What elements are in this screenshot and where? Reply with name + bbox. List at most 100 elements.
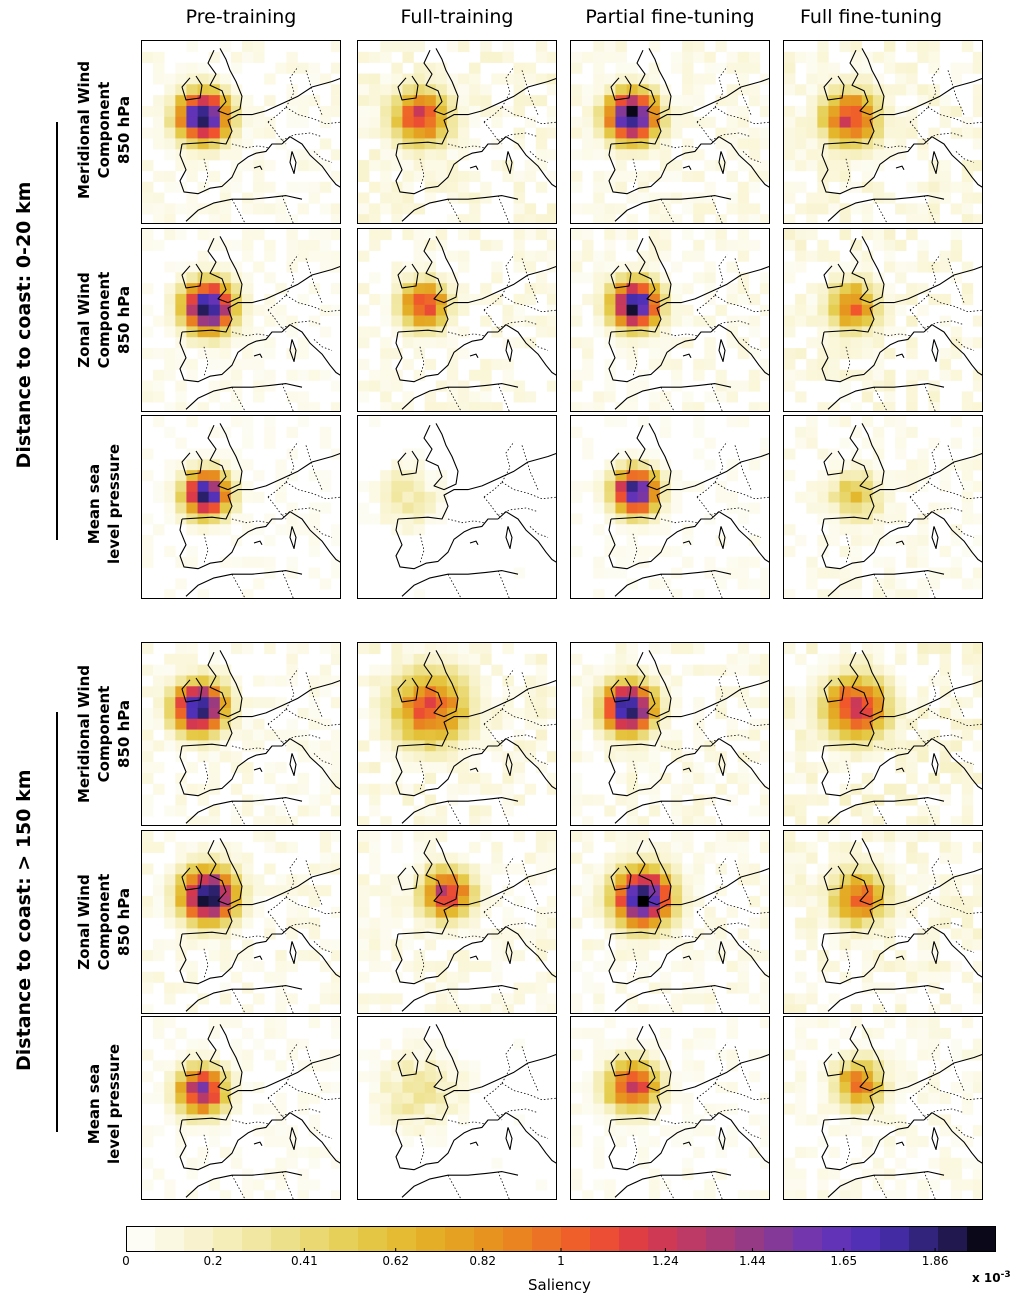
saliency-cell (480, 707, 492, 720)
saliency-cell (828, 480, 840, 493)
saliency-cell (961, 170, 974, 182)
saliency-cell (961, 1103, 974, 1115)
saliency-cell (391, 729, 403, 741)
saliency-cell (637, 480, 650, 493)
saliency-cell (230, 326, 243, 338)
saliency-cell (402, 1136, 414, 1148)
saliency-cell (458, 950, 470, 962)
saliency-cell (571, 740, 583, 752)
coastline (827, 383, 945, 410)
saliency-cell (884, 315, 896, 327)
saliency-cell (546, 783, 556, 795)
saliency-cell (850, 315, 863, 327)
saliency-cell (637, 1092, 650, 1104)
saliency-cell (186, 283, 198, 295)
saliency-cell (208, 762, 221, 774)
saliency-cell (380, 939, 392, 951)
saliency-cell (828, 1081, 840, 1094)
saliency-cell (297, 105, 309, 118)
saliency-cell (253, 740, 265, 752)
saliency-cell (961, 214, 974, 223)
saliency-cell (391, 675, 403, 687)
saliency-cell (850, 1049, 863, 1061)
saliency-cell (682, 874, 694, 886)
saliency-cell (424, 391, 437, 403)
saliency-cell (264, 567, 276, 579)
colorbar-level (474, 1226, 504, 1252)
saliency-cell (380, 229, 392, 241)
saliency-cell (319, 426, 332, 438)
saliency-cell (726, 502, 738, 514)
saliency-cell (242, 426, 254, 438)
saliency-cell (648, 1092, 661, 1104)
saliency-cell (726, 664, 738, 676)
saliency-cell (286, 556, 298, 568)
saliency-cell (319, 1146, 332, 1158)
saliency-cell (164, 885, 176, 897)
saliency-cell (308, 181, 321, 193)
saliency-cell (513, 1114, 525, 1126)
coastline (401, 383, 519, 410)
saliency-cell (872, 874, 885, 886)
saliency-cell (502, 906, 514, 918)
saliency-cell (358, 127, 370, 139)
saliency-cell (884, 480, 896, 493)
coastline (207, 48, 243, 116)
saliency-cell (671, 852, 683, 864)
saliency-cell (928, 95, 940, 107)
saliency-cell (961, 127, 974, 139)
saliency-cell (626, 545, 638, 557)
coastline (610, 452, 769, 520)
saliency-cell (264, 203, 276, 215)
saliency-cell (928, 805, 940, 817)
saliency-cell (358, 502, 370, 514)
saliency-cell (142, 239, 154, 251)
saliency-cell (230, 1103, 243, 1115)
row-label-mslp-2: Mean sea level pressure (85, 1043, 123, 1165)
saliency-cell (524, 852, 537, 864)
saliency-cell (961, 62, 974, 74)
saliency-cell (895, 261, 907, 273)
saliency-cell (208, 127, 221, 139)
saliency-cell (513, 261, 525, 273)
saliency-cell (571, 805, 583, 817)
saliency-cell (186, 1049, 198, 1061)
saliency-cell (402, 170, 414, 182)
saliency-cell (748, 203, 761, 215)
saliency-cell (806, 250, 818, 262)
saliency-map (142, 1017, 340, 1199)
saliency-cell (524, 315, 537, 327)
saliency-cell (737, 863, 750, 875)
saliency-cell (817, 62, 829, 74)
saliency-cell (850, 272, 863, 284)
saliency-cell (693, 402, 705, 411)
saliency-cell (164, 718, 176, 730)
saliency-cell (446, 304, 459, 316)
saliency-cell (726, 831, 738, 843)
saliency-cell (469, 391, 481, 403)
saliency-cell (593, 1071, 605, 1083)
saliency-cell (726, 729, 738, 741)
saliency-cell (671, 906, 683, 918)
saliency-cell (502, 993, 514, 1005)
saliency-cell (175, 928, 187, 940)
saliency-cell (759, 214, 769, 223)
saliency-cell (604, 380, 616, 392)
saliency-cell (795, 895, 807, 908)
saliency-cell (253, 470, 265, 482)
saliency-cell (828, 762, 840, 774)
coastline (253, 955, 263, 961)
country-border (447, 1119, 485, 1125)
saliency-cell (275, 1103, 287, 1115)
saliency-cell (795, 686, 807, 698)
saliency-cell (480, 740, 492, 752)
saliency-cell (424, 62, 437, 74)
saliency-cell (380, 51, 392, 63)
saliency-cell (413, 960, 425, 972)
saliency-cell (458, 751, 470, 763)
saliency-cell (828, 293, 840, 306)
saliency-cell (164, 229, 176, 241)
saliency-cell (424, 653, 437, 665)
saliency-cell (884, 863, 896, 875)
saliency-cell (861, 348, 874, 360)
